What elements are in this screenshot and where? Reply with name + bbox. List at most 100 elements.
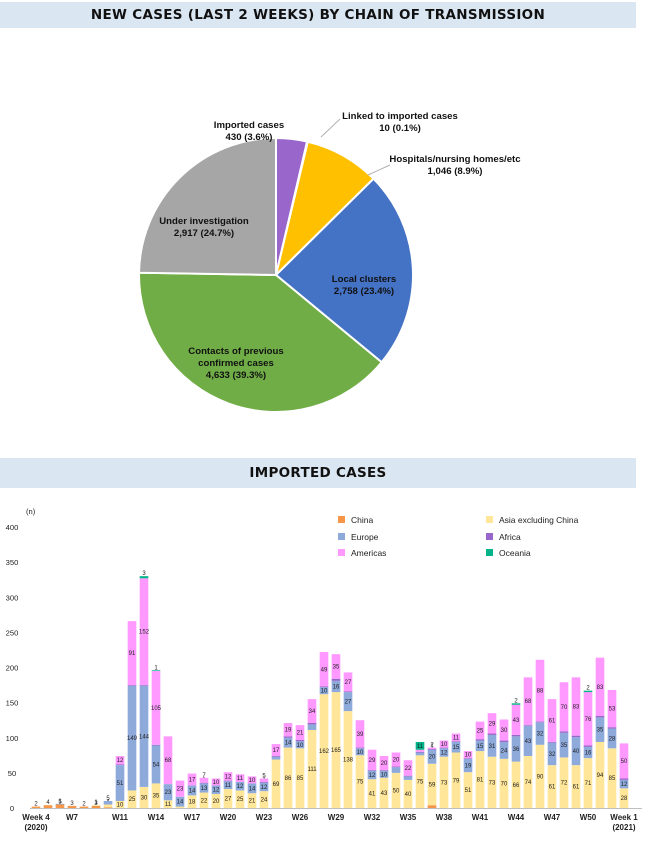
data-label: 10 <box>321 689 328 695</box>
x-tick-label: W32 <box>364 813 381 822</box>
bar-segment-europe <box>439 748 449 757</box>
data-label: 10 <box>213 780 220 786</box>
bar-segment-asia-excluding-china <box>547 765 557 808</box>
bar-segment-europe <box>55 803 65 805</box>
bar-segment-asia-excluding-china <box>127 790 137 808</box>
data-label: 27 <box>345 700 352 706</box>
data-label: 21 <box>297 730 304 736</box>
bar-segment-europe <box>175 796 185 807</box>
y-tick-label: 250 <box>6 628 19 637</box>
bar-segment-americas <box>391 752 401 767</box>
data-label: 12 <box>261 785 268 791</box>
data-label: 23 <box>165 790 172 796</box>
pie-label-under-investigation: Under investigation <box>159 216 249 227</box>
data-label: 4 <box>46 800 50 806</box>
bar-segment-asia-excluding-china <box>511 761 521 808</box>
data-label: 3 <box>142 571 146 577</box>
bar-segment-americas <box>439 740 449 748</box>
data-label: 19 <box>465 764 472 770</box>
data-label: 2 <box>514 698 518 704</box>
bar-segment-americas <box>367 749 377 771</box>
bar-segment-europe <box>355 748 365 756</box>
bar-segment-europe <box>403 776 413 780</box>
bar-segment-asia-excluding-china <box>295 748 305 808</box>
pie-value-contacts-of-previous: 4,633 (39.3%) <box>206 370 266 381</box>
bar-segment-oceania <box>139 576 149 579</box>
data-label: 2 <box>82 802 86 808</box>
bar-segment-europe <box>115 765 125 801</box>
x-tick-label: W35 <box>400 813 417 822</box>
x-tick-label: W14 <box>148 813 165 822</box>
bar-segment-oceania <box>583 690 593 693</box>
pie-leader-line <box>367 164 391 176</box>
data-label: 74 <box>525 780 532 786</box>
pie-slice-contacts-of-previous <box>138 271 384 413</box>
bar-segment-asia-excluding-china <box>607 748 617 808</box>
bar-segment-americas <box>379 756 389 771</box>
bar-segment-americas <box>463 751 473 759</box>
bar-segment-africa <box>487 733 497 735</box>
bar-segment-asia-excluding-china <box>211 793 221 808</box>
bar-segment-asia-excluding-china <box>355 755 365 808</box>
data-label: 144 <box>139 734 150 740</box>
x-tick-label: W17 <box>184 813 201 822</box>
data-label: 35 <box>153 794 160 800</box>
bar-segment-africa <box>343 691 353 693</box>
data-label: 68 <box>525 699 532 705</box>
bar-segment-asia-excluding-china <box>415 755 425 808</box>
data-label: 25 <box>237 797 244 803</box>
data-label: 30 <box>501 728 508 734</box>
data-label: 69 <box>273 782 280 788</box>
bar-segment-africa <box>307 723 317 725</box>
bar-segment-africa <box>511 734 521 737</box>
bar-segment-oceania <box>511 703 521 705</box>
bar-segment-africa <box>427 748 437 750</box>
bar-segment-africa <box>223 780 233 782</box>
bar-segment-americas <box>175 780 185 797</box>
bar-segment-americas <box>499 719 509 741</box>
y-tick-label: 150 <box>6 699 19 708</box>
data-label: 32 <box>537 732 544 738</box>
data-label: 29 <box>369 758 376 764</box>
bar-segment-europe <box>499 741 509 759</box>
data-label: 12 <box>237 784 244 790</box>
bar-segment-africa <box>151 744 161 746</box>
bar-segment-europe <box>523 725 533 757</box>
bar-segment-africa <box>391 766 401 768</box>
data-label: 35 <box>561 743 568 749</box>
data-label: 24 <box>501 748 508 754</box>
legend-swatch-oceania <box>486 549 493 556</box>
bar-segment-europe <box>223 781 233 790</box>
bar-segment-europe <box>343 692 353 712</box>
data-label: 12 <box>621 782 628 788</box>
pie-label-contacts-of-previous: Contacts of previous <box>188 346 283 357</box>
bar-segment-africa <box>259 782 269 783</box>
bar-segment-americas <box>199 777 209 783</box>
bar-segment-asia-excluding-china <box>319 694 329 808</box>
bar-segment-europe <box>583 746 593 759</box>
data-label: 11 <box>165 802 172 808</box>
bar-segment-europe <box>619 779 629 789</box>
bar-segment-asia-excluding-china <box>403 779 413 808</box>
bar-segment-europe <box>199 783 209 793</box>
data-label: 70 <box>561 705 568 711</box>
y-tick-label: 50 <box>8 769 16 778</box>
bar-segment-china <box>103 807 113 808</box>
x-tick-label: W11 <box>112 813 129 822</box>
data-label: 165 <box>331 748 342 754</box>
data-label: 7 <box>202 773 206 779</box>
bar-segment-asia-excluding-china <box>487 756 497 808</box>
bar-segment-africa <box>547 741 557 743</box>
legend-label-asia-excluding-china: Asia excluding China <box>499 515 579 525</box>
bar-segment-asia-excluding-china <box>331 692 341 808</box>
data-label: 28 <box>609 736 616 742</box>
data-label: 1 <box>58 799 62 805</box>
bar-segment-europe <box>547 742 557 766</box>
bar-segment-europe <box>235 782 245 791</box>
bar-segment-africa <box>403 775 413 777</box>
bar-segment-africa <box>439 747 449 749</box>
legend-label-oceania: Oceania <box>499 548 531 558</box>
bar-segment-europe <box>607 728 617 749</box>
data-label: 5 <box>106 796 110 802</box>
bar-segment-europe <box>187 785 197 796</box>
